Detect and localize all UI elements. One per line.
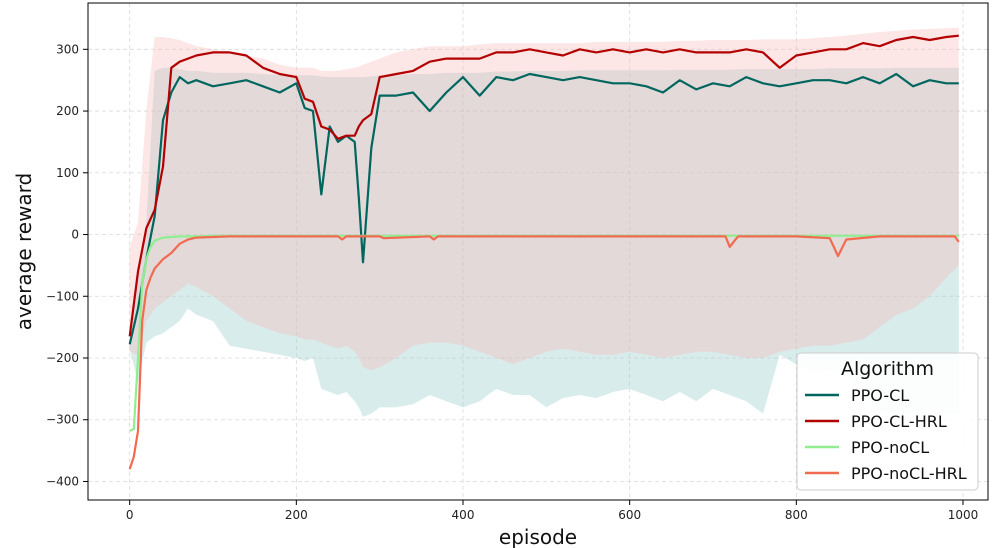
legend: Algorithm PPO-CL PPO-CL-HRL PPO-noCL PPO-no… bbox=[796, 352, 979, 491]
y-axis-label: average reward bbox=[12, 173, 36, 331]
legend-label: PPO-noCL bbox=[851, 438, 929, 457]
x-tick-label: 200 bbox=[285, 508, 308, 522]
y-tick-label: 300 bbox=[56, 42, 79, 56]
y-tick-label: 100 bbox=[56, 166, 79, 180]
confidence-band bbox=[129, 27, 959, 371]
series-lines bbox=[128, 34, 960, 470]
y-tick-label: 0 bbox=[71, 228, 79, 242]
legend-box bbox=[796, 352, 979, 491]
series-line bbox=[128, 235, 960, 470]
confidence-bands bbox=[129, 27, 959, 417]
legend-title: Algorithm bbox=[841, 358, 934, 380]
y-tick-label: −300 bbox=[46, 413, 79, 427]
x-tick-label: 1000 bbox=[948, 508, 979, 522]
legend-label: PPO-CL-HRL bbox=[851, 412, 947, 431]
x-tick-label: 400 bbox=[452, 508, 475, 522]
confidence-band bbox=[129, 67, 959, 417]
x-axis-label: episode bbox=[499, 525, 577, 548]
series-line bbox=[128, 34, 959, 337]
y-axis-ticks: −400 −300 −200 −100 0 100 200 300 bbox=[46, 42, 88, 488]
x-tick-label: 800 bbox=[785, 508, 808, 522]
legend-label: PPO-noCL-HRL bbox=[851, 464, 967, 483]
y-tick-label: −200 bbox=[46, 351, 79, 365]
series-line bbox=[128, 72, 959, 345]
y-tick-label: −400 bbox=[46, 474, 79, 488]
x-tick-label: 600 bbox=[618, 508, 641, 522]
x-tick-label: 0 bbox=[126, 508, 134, 522]
legend-label: PPO-CL bbox=[851, 386, 909, 405]
gridlines bbox=[88, 3, 988, 500]
y-tick-label: −100 bbox=[46, 289, 79, 303]
x-axis-ticks: 0 200 400 600 800 1000 bbox=[126, 500, 978, 522]
plot-frame bbox=[87, 2, 989, 501]
y-tick-label: 200 bbox=[56, 104, 79, 118]
legend-items: PPO-CL PPO-CL-HRL PPO-noCL PPO-noCL-HRL bbox=[805, 386, 967, 483]
